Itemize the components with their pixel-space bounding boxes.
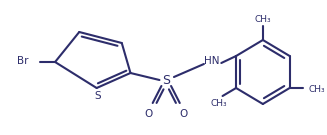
Text: CH₃: CH₃ — [309, 85, 326, 94]
Text: S: S — [94, 91, 101, 101]
Text: CH₃: CH₃ — [210, 99, 227, 107]
Text: Br: Br — [17, 57, 29, 67]
Text: S: S — [162, 73, 170, 87]
Text: CH₃: CH₃ — [254, 16, 271, 24]
Text: HN: HN — [204, 56, 219, 66]
Text: O: O — [180, 109, 188, 119]
Text: O: O — [145, 109, 153, 119]
